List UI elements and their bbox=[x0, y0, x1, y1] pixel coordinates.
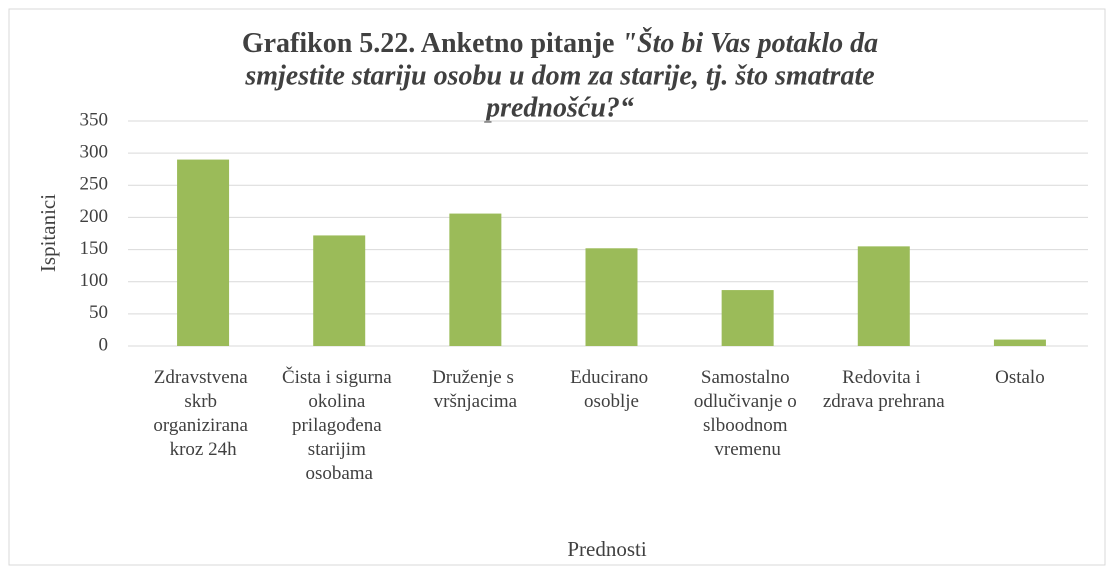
bar bbox=[313, 235, 366, 346]
title-lead: Grafikon 5.22. Anketno pitanje bbox=[242, 28, 615, 59]
y-axis-label: Ispitanici bbox=[36, 194, 60, 272]
y-tick-label: 150 bbox=[80, 238, 109, 259]
x-tick-label: Educirano osoblje bbox=[570, 367, 653, 412]
chart-title: Grafikon 5.22. Anketno pitanje "Što bi V… bbox=[242, 28, 878, 59]
bar bbox=[177, 159, 230, 346]
y-tick-label: 350 bbox=[80, 109, 109, 130]
y-tick-label: 200 bbox=[80, 206, 109, 227]
x-tick-label: Redovita i zdrava prehrana bbox=[823, 367, 945, 412]
x-tick-label: Čista i sigurna okolina prilagođena star… bbox=[282, 366, 397, 484]
y-tick-label: 50 bbox=[89, 302, 108, 323]
x-axis-label: Prednosti bbox=[567, 537, 647, 561]
y-tick-label: 0 bbox=[99, 334, 109, 355]
x-tick-label: Ostalo bbox=[995, 367, 1045, 388]
y-tick-label: 300 bbox=[80, 142, 109, 163]
x-tick-label: Druženje s vršnjacima bbox=[432, 367, 519, 412]
title-question: prednošću?“ bbox=[484, 92, 634, 123]
y-tick-label: 100 bbox=[80, 270, 109, 291]
bar bbox=[585, 248, 638, 346]
bar bbox=[721, 290, 774, 346]
title-question: "Što bi Vas potaklo da bbox=[621, 28, 878, 59]
bar bbox=[857, 246, 910, 346]
title-question: smjestite stariju osobu u dom za starije… bbox=[244, 60, 874, 91]
y-tick-label: 250 bbox=[80, 174, 109, 195]
x-tick-label: Samostalno odlučivanje o slboodnom vreme… bbox=[694, 367, 802, 460]
bar bbox=[449, 213, 502, 346]
bar bbox=[993, 339, 1046, 346]
x-tick-label: Zdravstvena skrb organizirana kroz 24h bbox=[153, 367, 252, 460]
